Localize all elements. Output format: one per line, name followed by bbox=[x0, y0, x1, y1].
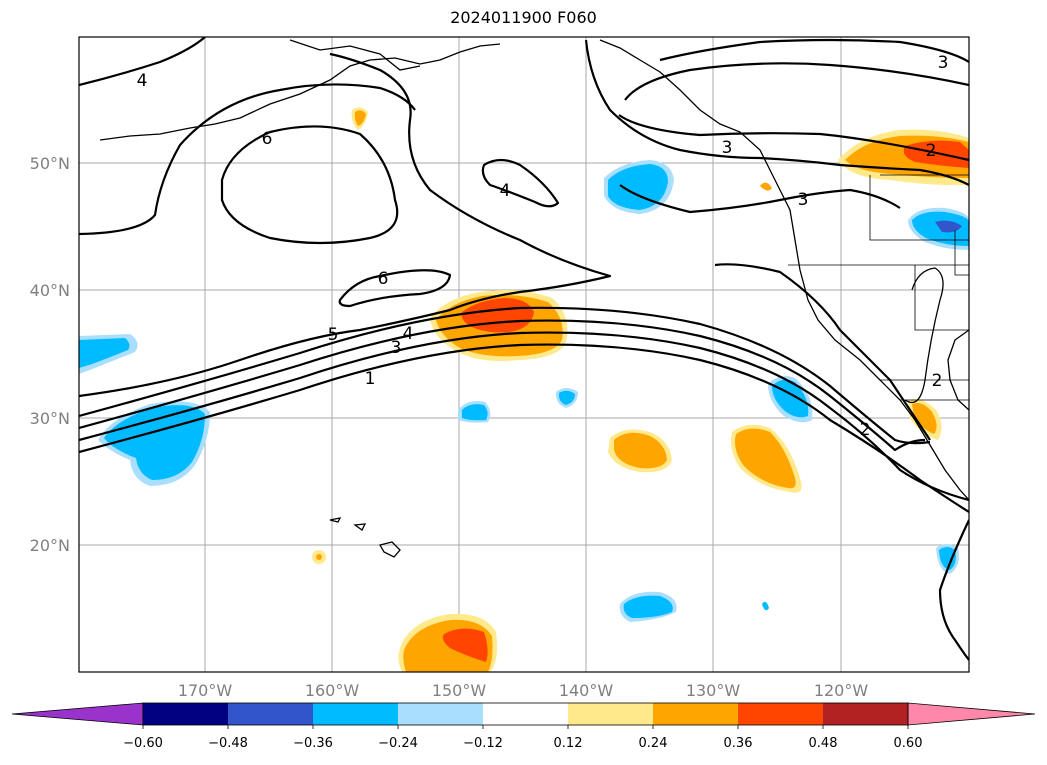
colorbar-tick-label: 0.12 bbox=[554, 736, 583, 751]
lon-label: 130°W bbox=[686, 681, 741, 700]
colorbar-extend-max bbox=[907, 702, 1036, 726]
longitude-labels: 170°W 160°W 150°W 140°W 130°W 120°W bbox=[178, 681, 869, 700]
contour-label: 3 bbox=[798, 190, 809, 210]
contour-label: 3 bbox=[938, 53, 949, 73]
colorbar-swatch bbox=[313, 703, 398, 725]
lat-label: 30°N bbox=[30, 409, 70, 428]
contour-label: 3 bbox=[391, 338, 402, 358]
lon-label: 140°W bbox=[559, 681, 614, 700]
lon-label: 150°W bbox=[432, 681, 487, 700]
contour-label: 2 bbox=[860, 420, 871, 440]
lat-label: 50°N bbox=[30, 154, 70, 173]
contour-label: 6 bbox=[378, 269, 389, 289]
colorbar: −0.60 −0.48 −0.36 −0.24 −0.12 0.12 0.24 0.36 0.4… bbox=[11, 702, 1036, 751]
contour-label: 2 bbox=[932, 371, 943, 391]
lat-label: 40°N bbox=[30, 281, 70, 300]
colorbar-swatch bbox=[653, 703, 738, 725]
contour-label: 4 bbox=[500, 181, 511, 201]
colorbar-swatch bbox=[738, 703, 823, 725]
colorbar-tick-label: 0.24 bbox=[639, 736, 668, 751]
contour-lines bbox=[79, 37, 969, 661]
colorbar-tick-label: −0.60 bbox=[123, 736, 163, 751]
plot-frame bbox=[78, 36, 970, 673]
colorbar-swatch bbox=[823, 703, 908, 725]
colorbar-tick-label: 0.60 bbox=[894, 736, 923, 751]
colorbar-tick-label: 0.36 bbox=[724, 736, 753, 751]
contour-label: 4 bbox=[137, 71, 148, 91]
colorbar-swatch bbox=[398, 703, 483, 725]
contour-label: 2 bbox=[926, 141, 937, 161]
lon-label: 120°W bbox=[814, 681, 869, 700]
latitude-labels: 50°N 40°N 30°N 20°N bbox=[30, 154, 70, 555]
contour-label: 3 bbox=[722, 138, 733, 158]
colorbar-swatch bbox=[228, 703, 313, 725]
colorbar-swatch bbox=[483, 703, 568, 725]
contour-label: 1 bbox=[365, 369, 376, 389]
coastlines bbox=[99, 39, 969, 558]
colorbar-tick-label: −0.48 bbox=[208, 736, 248, 751]
contour-label: 5 bbox=[328, 325, 339, 345]
colorbar-tick-label: −0.12 bbox=[463, 736, 503, 751]
colorbar-extend-min bbox=[11, 702, 144, 726]
lon-label: 160°W bbox=[305, 681, 360, 700]
state-borders bbox=[788, 174, 969, 401]
lat-label: 20°N bbox=[30, 536, 70, 555]
colorbar-outline bbox=[142, 702, 909, 726]
colorbar-tick-label: 0.48 bbox=[809, 736, 838, 751]
contour-label: 6 bbox=[262, 129, 273, 149]
colorbar-tick-label: −0.24 bbox=[378, 736, 418, 751]
lon-label: 170°W bbox=[178, 681, 233, 700]
colorbar-tick-label: −0.36 bbox=[293, 736, 333, 751]
contour-labels: 4 6 6 4 5 4 3 1 3 3 3 2 2 2 bbox=[137, 53, 949, 440]
contour-label: 4 bbox=[403, 324, 414, 344]
colorbar-swatch bbox=[143, 703, 228, 725]
map-title: 2024011900 F060 bbox=[450, 8, 597, 27]
colorbar-swatch bbox=[568, 703, 653, 725]
